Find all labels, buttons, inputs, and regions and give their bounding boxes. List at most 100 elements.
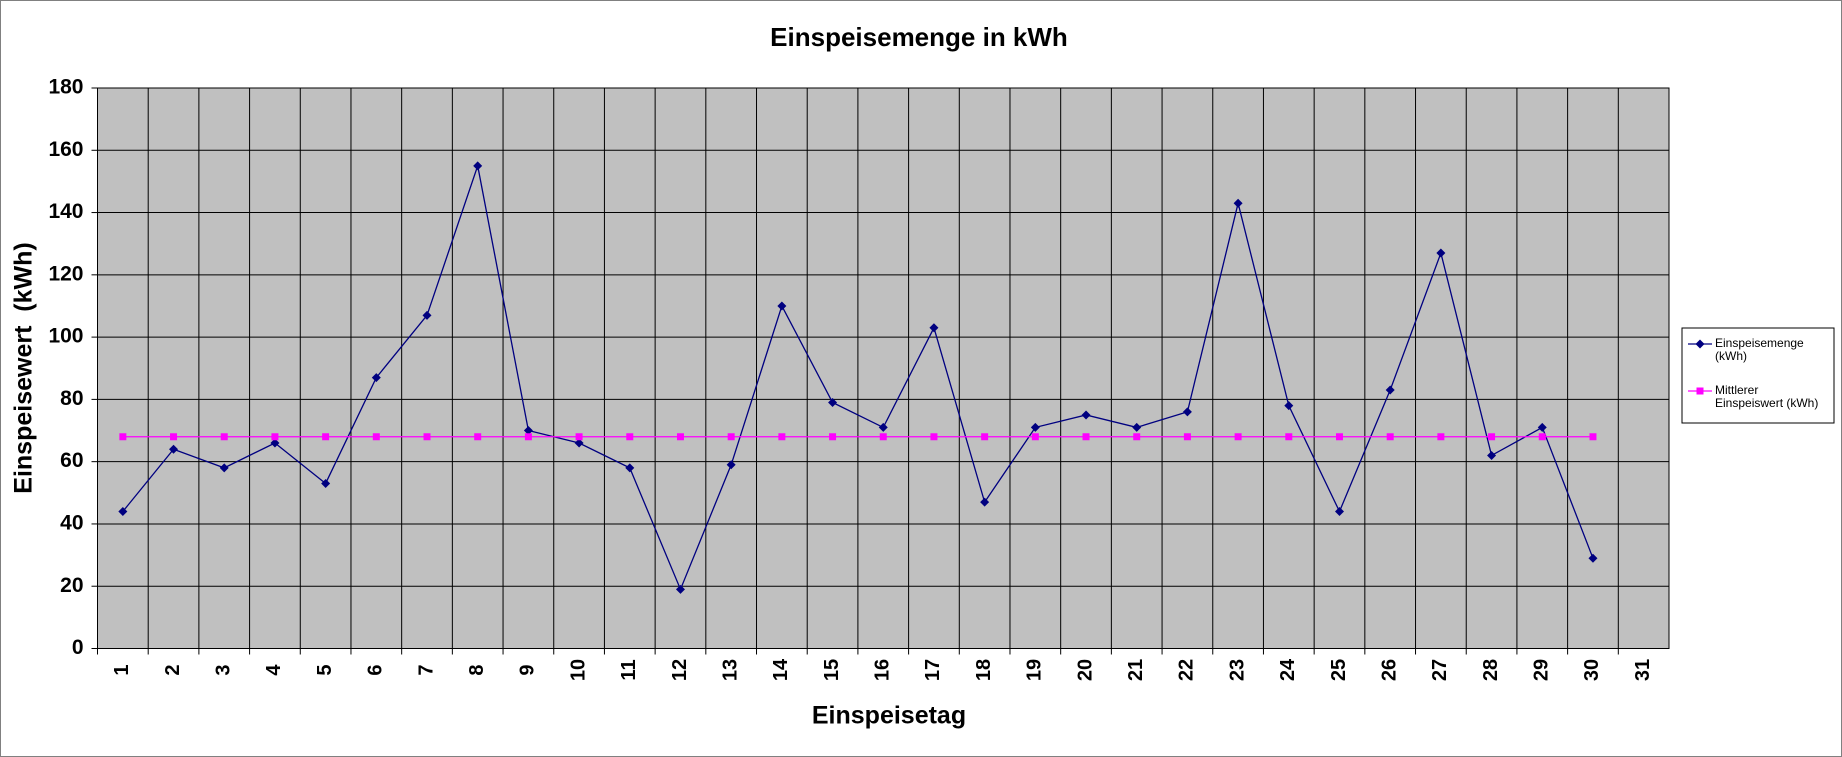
legend-label: Einspeisemenge (kWh) xyxy=(1715,336,1804,363)
data-point xyxy=(1233,198,1243,208)
data-point xyxy=(1487,450,1497,460)
data-point xyxy=(727,433,735,441)
data-point xyxy=(423,433,431,441)
data-point xyxy=(676,433,684,441)
data-point xyxy=(726,460,736,470)
plot-area xyxy=(97,87,1670,649)
y-tick-label: 180 xyxy=(48,76,83,99)
data-point xyxy=(1182,407,1192,417)
x-tick-label: 15 xyxy=(821,659,843,681)
y-tick-label: 0 xyxy=(72,636,84,659)
x-tick-label: 30 xyxy=(1581,659,1603,681)
x-tick-label: 18 xyxy=(973,659,995,681)
x-tick-label: 28 xyxy=(1480,659,1502,681)
legend-label: Mittlerer Einspeiswert (kWh) xyxy=(1715,383,1819,410)
x-tick-label: 14 xyxy=(770,658,792,681)
data-point xyxy=(929,323,939,333)
x-tick-label: 5 xyxy=(314,664,336,675)
x-tick-label: 19 xyxy=(1024,659,1046,681)
y-tick-label: 40 xyxy=(60,511,83,534)
data-point xyxy=(778,433,786,441)
data-point xyxy=(1386,433,1394,441)
x-tick-label: 2 xyxy=(162,664,184,675)
data-point xyxy=(1183,433,1191,441)
data-point xyxy=(1588,553,1598,563)
data-point xyxy=(1437,433,1445,441)
x-tick-label: 26 xyxy=(1378,659,1400,681)
data-point xyxy=(980,497,990,507)
data-point xyxy=(777,301,787,311)
data-point xyxy=(930,433,938,441)
data-point xyxy=(1133,433,1141,441)
data-point xyxy=(371,373,381,383)
y-tick-label: 140 xyxy=(48,200,83,223)
x-tick-label: 16 xyxy=(872,659,894,681)
y-tick-label: 80 xyxy=(60,387,83,410)
x-tick-label: 29 xyxy=(1531,659,1553,681)
data-point xyxy=(270,438,280,448)
data-point xyxy=(1334,506,1344,516)
x-tick-label: 3 xyxy=(213,664,235,675)
data-point xyxy=(574,438,584,448)
data-point xyxy=(1031,433,1039,441)
data-point xyxy=(1589,433,1597,441)
x-tick-label: 1 xyxy=(111,664,133,675)
x-tick-label: 6 xyxy=(365,664,387,675)
data-point xyxy=(220,433,228,441)
y-tick-label: 160 xyxy=(48,138,83,161)
data-point xyxy=(625,463,635,473)
data-point xyxy=(1488,433,1496,441)
data-point xyxy=(473,161,483,171)
data-point xyxy=(1284,401,1294,411)
data-point xyxy=(879,433,887,441)
x-tick-label: 10 xyxy=(567,659,589,681)
data-point xyxy=(1234,433,1242,441)
data-point xyxy=(523,426,533,436)
data-point xyxy=(1335,433,1343,441)
data-point xyxy=(1081,410,1091,420)
data-point xyxy=(675,584,685,594)
data-point xyxy=(322,433,330,441)
data-point xyxy=(271,433,279,441)
data-point xyxy=(1538,433,1546,441)
x-tick-label: 4 xyxy=(263,664,285,676)
data-point xyxy=(524,433,532,441)
data-point xyxy=(474,433,482,441)
chart-title: Einspeisemenge in kWh xyxy=(770,22,1068,52)
y-tick-label: 20 xyxy=(60,574,83,597)
y-tick-label: 100 xyxy=(48,325,83,348)
legend-marker xyxy=(1696,387,1704,395)
data-point xyxy=(1030,422,1040,432)
legend-marker xyxy=(1695,339,1705,349)
x-axis-title: Einspeisetag xyxy=(812,702,966,730)
data-point xyxy=(219,463,229,473)
data-point xyxy=(1082,433,1090,441)
x-tick-label: 24 xyxy=(1277,658,1299,681)
x-tick-label: 13 xyxy=(719,659,741,681)
x-tick-label: 12 xyxy=(669,659,691,681)
data-point xyxy=(118,506,128,516)
x-tick-label: 8 xyxy=(466,664,488,675)
x-tick-label: 31 xyxy=(1632,659,1654,681)
data-point xyxy=(321,478,331,488)
data-point xyxy=(170,433,178,441)
data-point xyxy=(878,422,888,432)
data-point xyxy=(372,433,380,441)
data-point xyxy=(422,310,432,320)
x-tick-label: 9 xyxy=(517,664,539,675)
x-tick-label: 22 xyxy=(1176,659,1198,681)
data-point xyxy=(575,433,583,441)
y-axis-title: Einspeisewert (kWh) xyxy=(10,242,38,493)
y-tick-label: 60 xyxy=(60,449,83,472)
data-point xyxy=(1537,422,1547,432)
y-tick-label: 120 xyxy=(48,262,83,285)
x-tick-label: 20 xyxy=(1074,659,1096,681)
data-point xyxy=(1385,385,1395,395)
x-tick-label: 17 xyxy=(922,659,944,681)
x-tick-label: 23 xyxy=(1226,659,1248,681)
data-point xyxy=(1436,248,1446,258)
x-tick-label: 25 xyxy=(1328,659,1350,681)
data-point xyxy=(626,433,634,441)
data-point xyxy=(1132,422,1142,432)
